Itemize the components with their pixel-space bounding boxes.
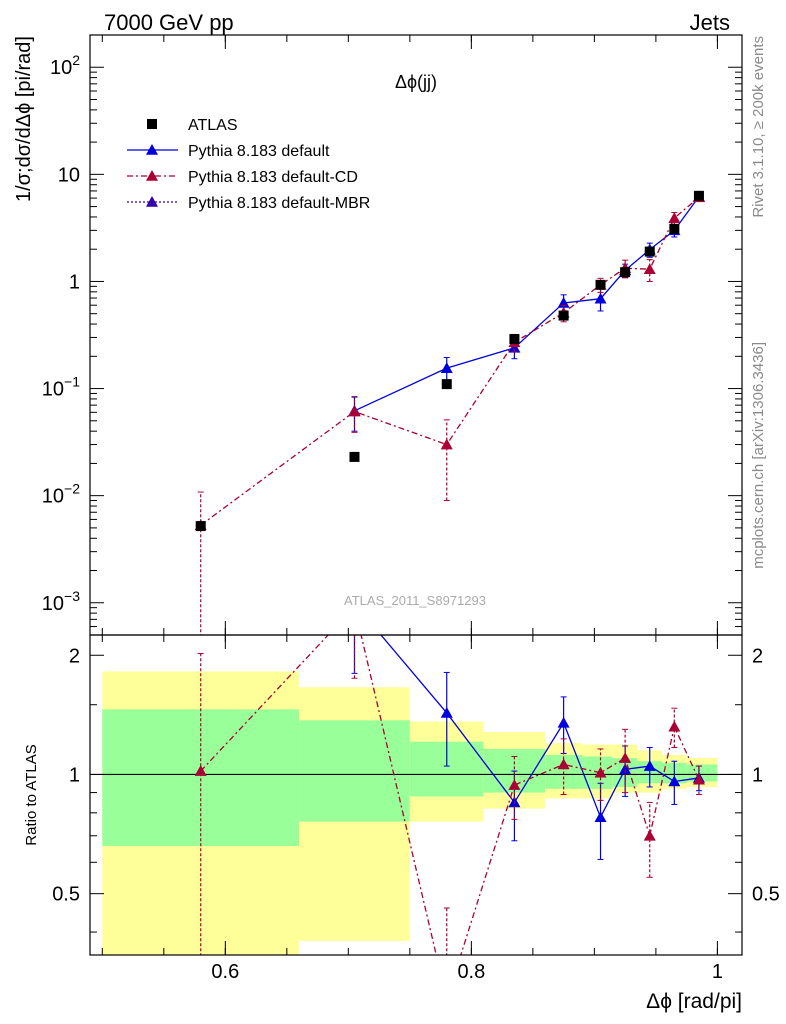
legend-marker-mbr (146, 196, 158, 207)
default-data-point (508, 341, 521, 353)
atlas-data-point (620, 267, 631, 278)
cd-ratio-point (194, 765, 207, 776)
y-tick-label: 10−3 (42, 588, 80, 615)
default-ratio-point (619, 763, 632, 775)
cd-data-point (668, 212, 681, 223)
cd-data-point (348, 405, 361, 417)
rivet-version-label: Rivet 3.1.10, ≥ 200k events (750, 36, 767, 218)
legend-label-atlas: ATLAS (188, 117, 238, 134)
y-tick-label: 10 (58, 164, 80, 186)
uncertainty-band-inner (102, 709, 300, 846)
atlas-data-point (509, 334, 520, 345)
uncertainty-band-inner (299, 720, 410, 822)
ratio-plot-frame (89, 634, 743, 956)
ratio-y-tick-label-right: 1 (752, 764, 763, 786)
y-tick-label: 10−2 (42, 481, 80, 508)
cd-ratio-line (200, 635, 700, 955)
x-tick-label: 0.8 (457, 961, 485, 983)
cd-ratio-point (594, 766, 607, 778)
default-ratio-point (643, 760, 656, 771)
ratio-y-tick-label: 0.5 (52, 884, 80, 906)
legend-marker-default (146, 144, 158, 155)
x-tick-label: 1 (712, 961, 723, 983)
default-data-point (594, 292, 607, 304)
legend-marker-cd (146, 170, 158, 181)
atlas-data-point (595, 279, 606, 290)
legend-label-default: Pythia 8.183 default (188, 143, 330, 160)
cd-series-line (200, 196, 700, 526)
cd-data-point (643, 263, 656, 275)
default-ratio-point (557, 716, 570, 728)
cd-ratio-point (692, 773, 705, 785)
ratio-y-axis-label: Ratio to ATLAS (23, 744, 40, 845)
ratio-y-tick-label-right: 0.5 (752, 884, 780, 906)
cd-ratio-point (557, 758, 570, 770)
atlas-data-point (669, 223, 680, 234)
y-tick-label: 1 (69, 271, 80, 293)
cd-ratio-point (643, 829, 656, 841)
main-chart-title: Δϕ(jj) (395, 72, 437, 92)
cd-ratio-point (668, 720, 681, 732)
cd-ratio-point (619, 752, 632, 763)
ratio-plot-panel: 0.5 0.5 1 1 2 2 0.6 0.8 1 Ratio to ATLAS Δϕ [rad… (23, 634, 780, 1013)
atlas-data-point (693, 190, 704, 201)
atlas-data-point (349, 451, 360, 462)
ratio-y-tick-label: 2 (69, 645, 80, 667)
x-tick-label: 0.6 (211, 961, 239, 983)
main-y-axis-label: 1/σ;dσ/dΔϕ [pi/rad] (13, 36, 35, 202)
mcplots-reference-label: mcplots.cern.ch [arXiv:1306.3436] (750, 342, 767, 569)
default-data-point (440, 362, 453, 373)
legend-label-mbr: Pythia 8.183 default-MBR (188, 195, 370, 212)
default-ratio-point (668, 775, 681, 787)
header-left-label: 7000 GeV pp (104, 10, 234, 35)
atlas-data-point (195, 521, 206, 532)
atlas-data-point (441, 379, 452, 390)
header-right-label: Jets (690, 10, 730, 35)
ratio-y-tick-label-right: 2 (752, 645, 763, 667)
legend-label-cd: Pythia 8.183 default-CD (188, 169, 358, 186)
ratio-y-tick-label: 1 (69, 764, 80, 786)
cd-data-point (440, 438, 453, 450)
legend: ATLAS Pythia 8.183 default Pythia 8.183 de… (127, 117, 370, 212)
atlas-data-point (558, 310, 569, 321)
analysis-id-label: ATLAS_2011_S8971293 (344, 593, 486, 608)
x-axis-label: Δϕ [rad/pi] (646, 990, 742, 1013)
legend-marker-atlas (147, 119, 157, 129)
default-ratio-point (594, 811, 607, 822)
default-ratio-point (440, 706, 453, 718)
atlas-data-point (644, 246, 655, 257)
cd-ratio-point (508, 779, 521, 790)
